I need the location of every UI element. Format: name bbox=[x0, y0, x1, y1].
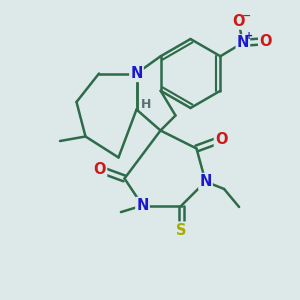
Text: O: O bbox=[94, 162, 106, 177]
Text: O: O bbox=[215, 132, 227, 147]
Text: S: S bbox=[176, 223, 187, 238]
Text: O: O bbox=[232, 14, 244, 28]
Text: −: − bbox=[242, 11, 251, 21]
Text: O: O bbox=[259, 34, 272, 49]
Text: N: N bbox=[130, 66, 143, 81]
Text: H: H bbox=[141, 98, 151, 111]
Text: N: N bbox=[199, 174, 212, 189]
Text: +: + bbox=[245, 31, 253, 41]
Text: N: N bbox=[136, 198, 149, 213]
Text: N: N bbox=[237, 35, 249, 50]
